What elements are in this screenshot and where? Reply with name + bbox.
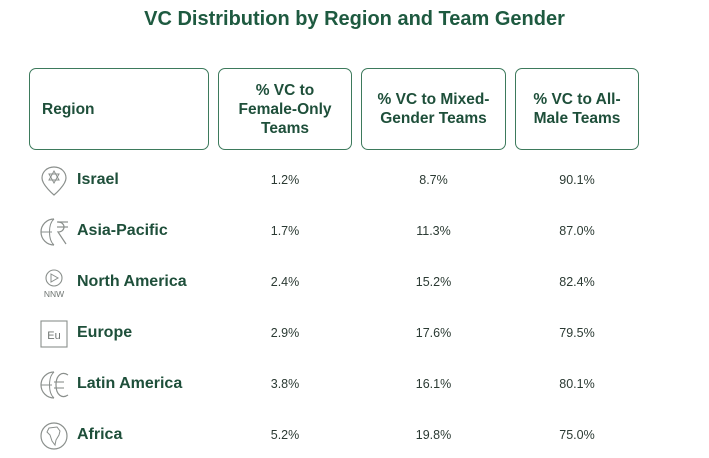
chart-title: VC Distribution by Region and Team Gende… — [144, 8, 565, 30]
column-header-all-male: % VC to All-Male Teams — [515, 68, 639, 150]
table-row: Israel 1.2% 8.7% 90.1% — [0, 161, 709, 201]
value-all-male: 79.5% — [559, 326, 595, 340]
compass-label: NNW — [44, 289, 64, 299]
compass-nnw-icon: NNW — [37, 267, 71, 299]
value-all-male: 82.4% — [559, 275, 595, 289]
euro-globe-icon — [37, 369, 71, 401]
value-all-male: 80.1% — [559, 377, 595, 391]
region-name: Europe — [77, 324, 133, 341]
value-female-only: 3.8% — [270, 377, 300, 391]
value-mixed-gender: 11.3% — [416, 224, 451, 238]
column-header-region: Region — [29, 68, 209, 150]
value-female-only: 1.2% — [270, 173, 300, 187]
table-row: NNW North America 2.4% 15.2% 82.4% — [0, 263, 709, 303]
rupee-globe-icon — [37, 216, 71, 248]
table-row: Latin America 3.8% 16.1% 80.1% — [0, 365, 709, 405]
region-name: Africa — [77, 426, 123, 443]
value-mixed-gender: 17.6% — [415, 326, 452, 340]
region-name: North America — [77, 273, 187, 290]
africa-globe-icon — [37, 420, 71, 452]
column-header-female-only: % VC to Female-Only Teams — [218, 68, 352, 150]
value-mixed-gender: 8.7% — [419, 173, 448, 187]
value-female-only: 2.9% — [270, 326, 300, 340]
eu-box-icon: Eu — [37, 318, 71, 350]
region-name: Israel — [77, 171, 119, 188]
value-all-male: 90.1% — [559, 173, 595, 187]
value-female-only: 2.4% — [270, 275, 300, 289]
value-female-only: 5.2% — [270, 428, 300, 442]
column-header-mixed-gender: % VC to Mixed-Gender Teams — [361, 68, 506, 150]
table-row: Eu Europe 2.9% 17.6% 79.5% — [0, 314, 709, 354]
value-mixed-gender: 15.2% — [415, 275, 452, 289]
value-all-male: 87.0% — [559, 224, 595, 238]
value-female-only: 1.7% — [270, 224, 300, 238]
star-of-david-pin-icon — [37, 165, 71, 197]
table-row: Africa 5.2% 19.8% 75.0% — [0, 416, 709, 456]
eu-label: Eu — [47, 330, 60, 342]
table-row: Asia-Pacific 1.7% 11.3% 87.0% — [0, 212, 709, 252]
value-mixed-gender: 19.8% — [415, 428, 452, 442]
region-name: Latin America — [77, 375, 183, 392]
value-all-male: 75.0% — [559, 428, 595, 442]
region-name: Asia-Pacific — [77, 222, 168, 239]
value-mixed-gender: 16.1% — [415, 377, 452, 391]
